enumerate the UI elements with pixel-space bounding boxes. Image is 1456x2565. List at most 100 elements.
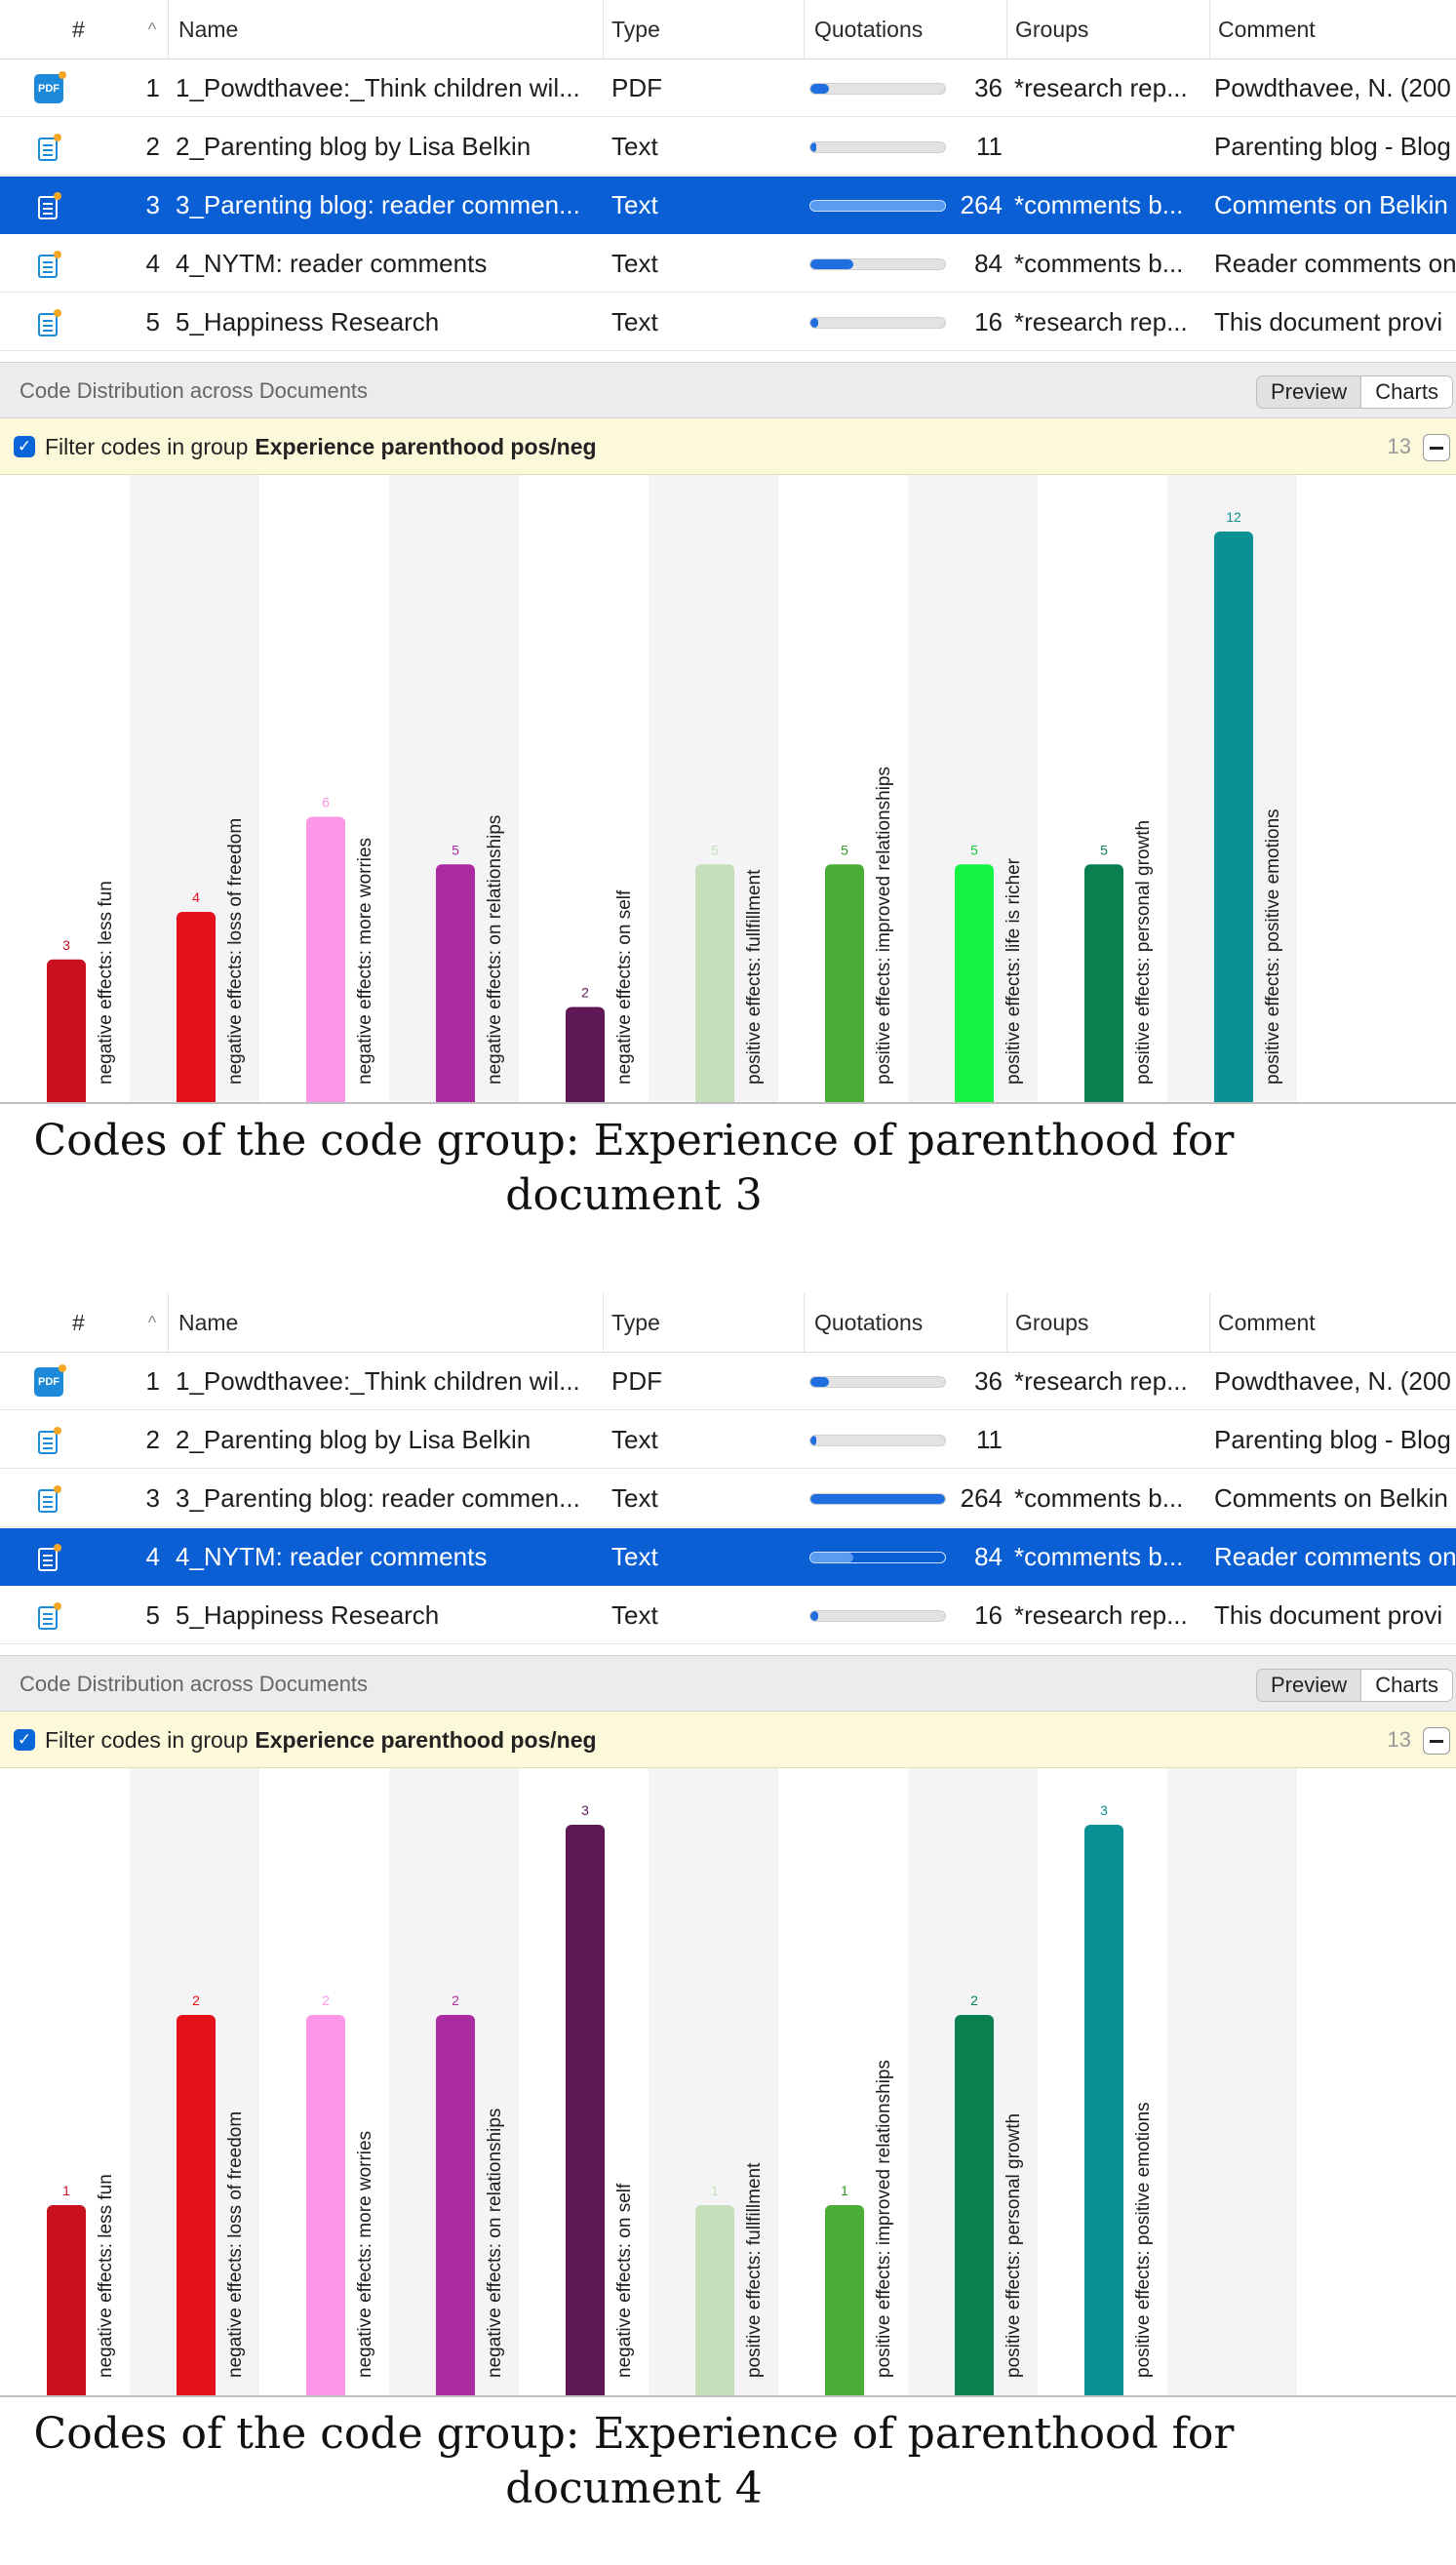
document-name: 4_NYTM: reader comments [176,1542,488,1571]
row-icon-cell: PDF [29,59,68,117]
quotations-bar-fill [810,1435,816,1445]
bar-value-label: 2 [192,1993,200,2008]
table-row[interactable]: 2 2_Parenting blog by Lisa Belkin Text 11 Pa… [0,118,1456,176]
chart-bar[interactable] [47,2205,86,2397]
column-type[interactable]: Type [603,0,804,59]
document-list: PDF 1 1_Powdthavee:_Think children wil... P… [0,1353,1456,1655]
table-row[interactable]: 5 5_Happiness Research Text 16 *research rep… [0,1587,1456,1644]
preview-button[interactable]: Preview [1270,379,1348,404]
table-row[interactable]: 2 2_Parenting blog by Lisa Belkin Text 11 Pa… [0,1411,1456,1469]
row-number: 2 [145,1425,160,1454]
column-number[interactable]: # [72,16,85,42]
document-groups: *comments b... [1014,1542,1184,1571]
column-comment[interactable]: Comment [1209,1293,1456,1353]
table-row[interactable]: 4 4_NYTM: reader comments Text 84 *comments … [0,1528,1456,1586]
quotations-bar-fill [810,1552,854,1562]
filter-prefix: Filter codes in group [45,433,249,459]
chart-bar[interactable] [695,2205,734,2397]
filter-prefix: Filter codes in group [45,1726,249,1753]
quotations-bar [809,140,946,153]
bar-value-label: 2 [581,985,589,1001]
table-row[interactable]: 3 3_Parenting blog: reader commen... Text 2… [0,177,1456,234]
document-comment: Comments on Belkin [1214,190,1448,219]
table-row[interactable]: 5 5_Happiness Research Text 16 *research rep… [0,294,1456,351]
quotations-count: 11 [976,1425,1003,1454]
chart-bar[interactable] [306,2015,345,2397]
category-label: positive effects: life is richer [1003,857,1024,1085]
chart-bar[interactable] [436,2015,475,2397]
bar-value-label: 1 [711,2183,719,2198]
filter-checkbox[interactable]: ✓ [14,436,35,457]
quotations-bar-fill [810,258,854,269]
table-row[interactable]: PDF 1 1_Powdthavee:_Think children wil... P… [0,1353,1456,1410]
column-name[interactable]: Name [168,1293,603,1353]
chart-bar[interactable] [436,864,475,1104]
text-document-icon [36,191,61,219]
charts-button[interactable]: Charts [1360,376,1452,408]
quotations-bar-fill [810,317,819,328]
row-icon-cell [29,177,68,234]
chart-bar[interactable] [47,959,86,1104]
document-comment: Reader comments on [1214,1542,1456,1571]
chart-bar[interactable] [566,1006,605,1105]
quotations-cell: 264 [809,177,1003,234]
document-groups [1014,1411,1209,1469]
bar-value-label: 2 [322,1993,330,2008]
chart-bar[interactable] [955,864,994,1104]
document-comment: Parenting blog - Blog [1214,132,1451,161]
chart-bar[interactable] [306,816,345,1105]
table-header: # ^ Name Type Quotations Groups Comment [0,0,1456,59]
collapse-button[interactable] [1423,1727,1450,1755]
chart-bar[interactable] [566,1825,605,2397]
pdf-icon: PDF [34,70,66,103]
document-name: 5_Happiness Research [176,1600,440,1630]
sort-ascending-icon[interactable]: ^ [147,1312,157,1332]
text-document-icon [36,308,61,336]
figure-caption-2: Codes of the code group: Experience of p… [33,2409,1235,2513]
table-row[interactable]: 3 3_Parenting blog: reader commen... Text 2… [0,1470,1456,1527]
column-comment[interactable]: Comment [1209,0,1456,59]
chart-bar[interactable] [825,864,864,1104]
code-distribution-bar: Code Distribution across Documents Previ… [0,362,1456,418]
document-type: Text [611,307,658,336]
category-label: positive effects: personal growth [1003,2113,1024,2378]
figure-caption-1: Codes of the code group: Experience of p… [33,1116,1235,1220]
column-quotations[interactable]: Quotations [804,0,1006,59]
row-icon-cell [29,1528,68,1586]
quotations-count: 11 [976,132,1003,161]
column-name[interactable]: Name [168,0,603,59]
chart-bar[interactable] [955,2015,994,2397]
document-list: PDF 1 1_Powdthavee:_Think children wil... P… [0,59,1456,362]
category-label: negative effects: more worries [355,838,375,1085]
filter-checkbox[interactable]: ✓ [14,1729,35,1751]
chart-bar[interactable] [1214,532,1253,1104]
table-row[interactable]: PDF 1 1_Powdthavee:_Think children wil... P… [0,59,1456,117]
chart-bar[interactable] [825,2205,864,2397]
charts-button[interactable]: Charts [1360,1670,1452,1701]
document-groups: *comments b... [1014,249,1184,278]
sort-ascending-icon[interactable]: ^ [147,19,157,39]
text-document-icon [36,1543,61,1571]
collapse-button[interactable] [1423,434,1450,461]
column-type[interactable]: Type [603,1293,804,1353]
chart-baseline [0,2395,1456,2397]
document-groups [1014,118,1209,176]
document-type: Text [611,190,658,219]
text-document-icon [36,133,61,161]
chart-bar[interactable] [177,912,216,1104]
chart-bar[interactable] [695,864,734,1104]
column-quotations[interactable]: Quotations [804,1293,1006,1353]
column-groups[interactable]: Groups [1006,1293,1209,1353]
chart-bar[interactable] [177,2015,216,2397]
chart-bar[interactable] [1084,1825,1123,2397]
code-distribution-bar: Code Distribution across Documents Previ… [0,1655,1456,1712]
chart-bar[interactable] [1084,864,1123,1104]
document-groups: *research rep... [1014,307,1188,336]
column-groups[interactable]: Groups [1006,0,1209,59]
quotations-bar [809,316,946,329]
preview-button[interactable]: Preview [1270,1673,1348,1697]
column-number[interactable]: # [72,1309,85,1335]
category-label: negative effects: on self [614,889,635,1085]
category-label: positive effects: positive emotions [1133,2102,1154,2378]
table-row[interactable]: 4 4_NYTM: reader comments Text 84 *comments … [0,235,1456,293]
